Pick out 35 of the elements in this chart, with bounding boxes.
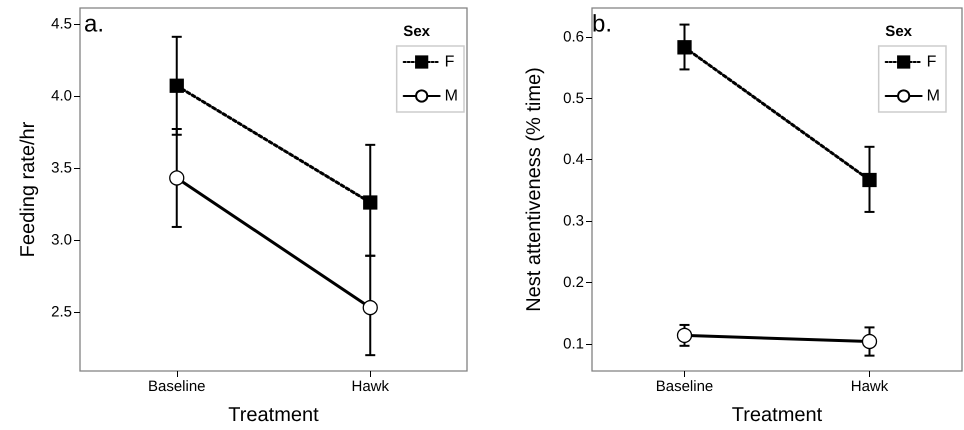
y-tick-label: 0.5: [563, 90, 584, 107]
legend-label: F: [444, 54, 455, 70]
point: [362, 300, 378, 316]
point: [862, 334, 878, 350]
legend-label: M: [926, 88, 940, 104]
y-tick-label: 3.5: [51, 159, 72, 176]
y-tick-label: 0.4: [563, 151, 584, 168]
x-axis-title: Treatment: [732, 404, 823, 426]
point: [363, 195, 378, 210]
y-axis-title: Nest attentiveness (% time): [523, 67, 545, 312]
legend-title: Sex: [885, 23, 913, 40]
y-tick-label: 0.2: [563, 274, 584, 292]
x-tick-label: Hawk: [850, 378, 889, 395]
x-tick-label: Hawk: [351, 378, 390, 395]
point: [169, 170, 184, 186]
point: [170, 78, 184, 93]
legend-label: F: [926, 54, 937, 70]
y-tick-label: 4.0: [51, 87, 72, 104]
legend-title: Sex: [403, 23, 431, 40]
y-tick-label: 0.6: [563, 28, 584, 46]
legend-label: M: [444, 88, 458, 104]
x-tick-label: Baseline: [148, 378, 206, 395]
point: [677, 40, 692, 54]
y-tick-label: 4.5: [51, 15, 72, 32]
y-tick-label: 2.5: [51, 303, 72, 320]
annotation: b.: [592, 10, 612, 38]
y-tick-label: 0.1: [563, 335, 584, 352]
point: [862, 172, 877, 188]
y-tick-label: 3.0: [51, 231, 72, 248]
y-axis-title: Feeding rate/hr: [17, 121, 39, 258]
annotation: a.: [84, 10, 104, 38]
x-tick-label: Baseline: [656, 378, 714, 395]
y-tick-label: 0.3: [563, 212, 584, 230]
point: [676, 328, 692, 344]
x-axis-title: Treatment: [228, 404, 320, 426]
